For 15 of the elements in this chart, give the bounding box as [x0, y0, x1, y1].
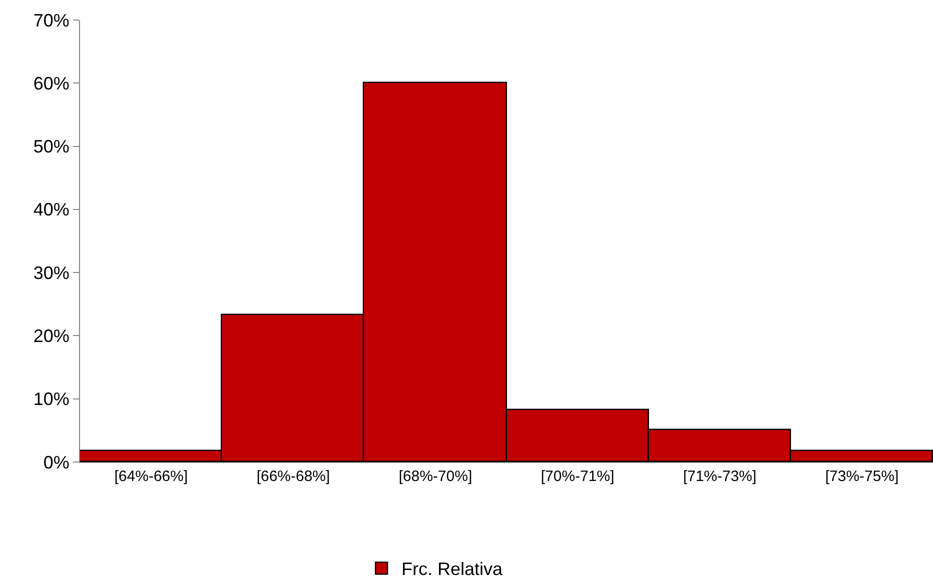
legend-label: Frc. Relativa	[401, 559, 504, 580]
y-tick-label: 40%	[33, 200, 70, 220]
y-tick-label: 10%	[33, 389, 70, 410]
x-tick-label: [68%-70%]	[398, 468, 472, 485]
x-tick-label: [70%-71%]	[540, 468, 614, 485]
y-tick-label: 30%	[33, 262, 70, 283]
x-tick-label: [64%-66%]	[114, 468, 188, 485]
x-tick-label: [73%-75%]	[825, 468, 899, 485]
x-tick-label: [66%-68%]	[256, 468, 330, 485]
y-tick-label: 20%	[33, 326, 70, 346]
y-tick-label: 70%	[33, 10, 70, 30]
y-tick-label: 60%	[33, 73, 70, 94]
x-tick-label: [71%-73%]	[683, 468, 756, 485]
y-tick-label: 50%	[33, 136, 70, 157]
y-tick-label: 0%	[43, 452, 70, 472]
